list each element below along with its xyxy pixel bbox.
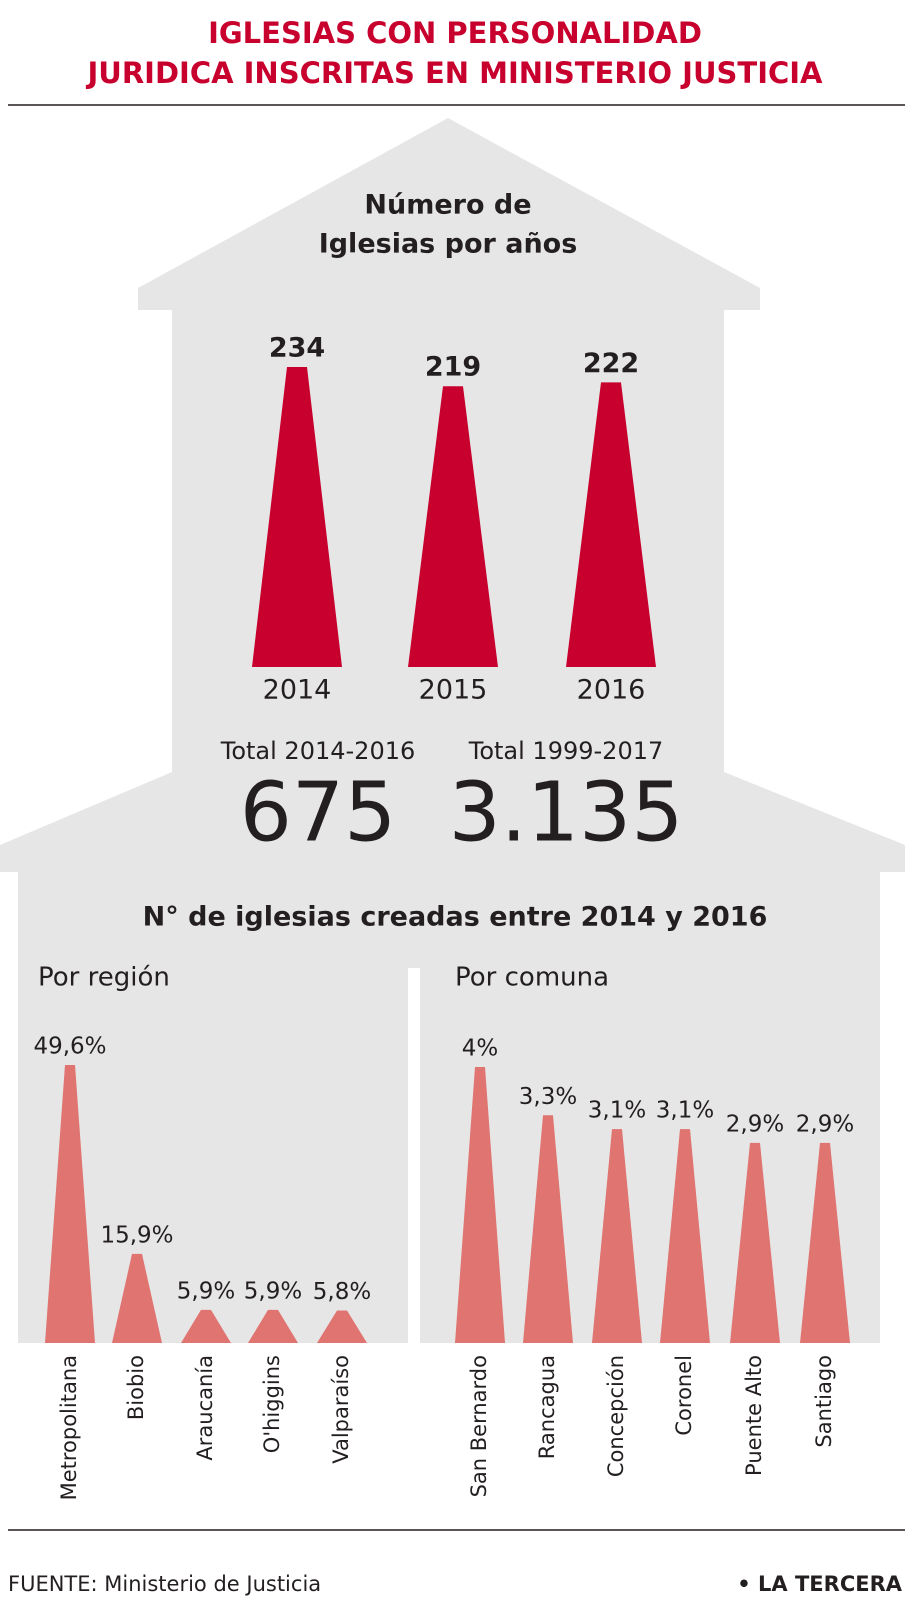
spike-bar — [45, 1065, 95, 1343]
brand: • LA TERCERA — [737, 1572, 902, 1596]
category-label: 2015 — [419, 675, 488, 706]
category-label: Metropolitana — [57, 1355, 81, 1500]
spike-bar — [408, 386, 498, 667]
category-label: O'higgins — [260, 1355, 284, 1453]
value-label: 3,3% — [519, 1084, 577, 1110]
spike-bar — [660, 1129, 710, 1343]
value-label: 5,8% — [313, 1279, 371, 1305]
value-label: 15,9% — [100, 1222, 173, 1248]
value-label: 222 — [583, 348, 639, 379]
category-label: Coronel — [672, 1355, 696, 1436]
category-label: Puente Alto — [742, 1355, 766, 1476]
category-label: 2016 — [577, 675, 646, 706]
title-line: JURIDICA INSCRITAS EN MINISTERIO JUSTICI… — [86, 56, 824, 90]
category-label: Valparaíso — [329, 1355, 353, 1464]
total-label: Total 2014-2016 — [220, 737, 416, 765]
total-value: 675 — [240, 765, 397, 860]
title-line: IGLESIAS CON PERSONALIDAD — [208, 16, 702, 50]
category-label: Rancagua — [535, 1355, 559, 1459]
spike-bar — [181, 1309, 231, 1343]
category-label: Biobio — [124, 1355, 148, 1420]
value-label: 4% — [462, 1036, 499, 1062]
chart-title: Número de — [364, 190, 531, 221]
chart-title: Iglesias por años — [319, 229, 578, 260]
spike-bar — [566, 382, 656, 667]
spike-bar — [248, 1309, 298, 1343]
spike-bar — [455, 1067, 505, 1343]
spike-bar — [112, 1253, 162, 1343]
spike-bar — [523, 1115, 573, 1343]
value-label: 219 — [425, 352, 481, 383]
spike-bar — [317, 1310, 367, 1343]
value-label: 3,1% — [656, 1098, 714, 1124]
chart-title: Por región — [38, 963, 170, 993]
value-label: 5,9% — [244, 1278, 302, 1304]
spike-bar — [800, 1142, 850, 1343]
category-label: Araucanía — [193, 1355, 217, 1461]
chart-title: Por comuna — [455, 963, 609, 993]
value-label: 2,9% — [796, 1111, 854, 1137]
category-label: 2014 — [263, 675, 332, 706]
total-value: 3.135 — [449, 765, 684, 860]
category-label: San Bernardo — [467, 1355, 491, 1497]
house-shape — [0, 118, 905, 1343]
spike-bar — [252, 367, 342, 667]
spike-bar — [730, 1142, 780, 1343]
value-label: 3,1% — [588, 1098, 646, 1124]
value-label: 2,9% — [726, 1111, 784, 1137]
value-label: 5,9% — [177, 1278, 235, 1304]
source: FUENTE: Ministerio de Justicia — [8, 1572, 321, 1596]
total-label: Total 1999-2017 — [468, 737, 664, 765]
spike-bar — [592, 1129, 642, 1343]
category-label: Concepción — [604, 1355, 628, 1477]
value-label: 234 — [269, 333, 325, 364]
value-label: 49,6% — [33, 1034, 106, 1060]
category-label: Santiago — [812, 1355, 836, 1448]
section-title: N° de iglesias creadas entre 2014 y 2016 — [143, 902, 768, 933]
